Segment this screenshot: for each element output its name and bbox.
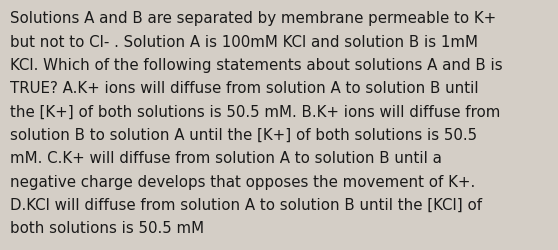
Text: Solutions A and B are separated by membrane permeable to K+: Solutions A and B are separated by membr…: [10, 11, 496, 26]
Text: the [K+] of both solutions is 50.5 mM. B.K+ ions will diffuse from: the [K+] of both solutions is 50.5 mM. B…: [10, 104, 501, 119]
Text: mM. C.K+ will diffuse from solution A to solution B until a: mM. C.K+ will diffuse from solution A to…: [10, 151, 442, 166]
Text: KCl. Which of the following statements about solutions A and B is: KCl. Which of the following statements a…: [10, 58, 503, 73]
Text: negative charge develops that opposes the movement of K+.: negative charge develops that opposes th…: [10, 174, 475, 189]
Text: solution B to solution A until the [K+] of both solutions is 50.5: solution B to solution A until the [K+] …: [10, 128, 477, 142]
Text: but not to Cl- . Solution A is 100mM KCl and solution B is 1mM: but not to Cl- . Solution A is 100mM KCl…: [10, 34, 478, 50]
Text: D.KCl will diffuse from solution A to solution B until the [KCl] of: D.KCl will diffuse from solution A to so…: [10, 197, 482, 212]
Text: both solutions is 50.5 mM: both solutions is 50.5 mM: [10, 220, 204, 236]
Text: TRUE? A.K+ ions will diffuse from solution A to solution B until: TRUE? A.K+ ions will diffuse from soluti…: [10, 81, 479, 96]
